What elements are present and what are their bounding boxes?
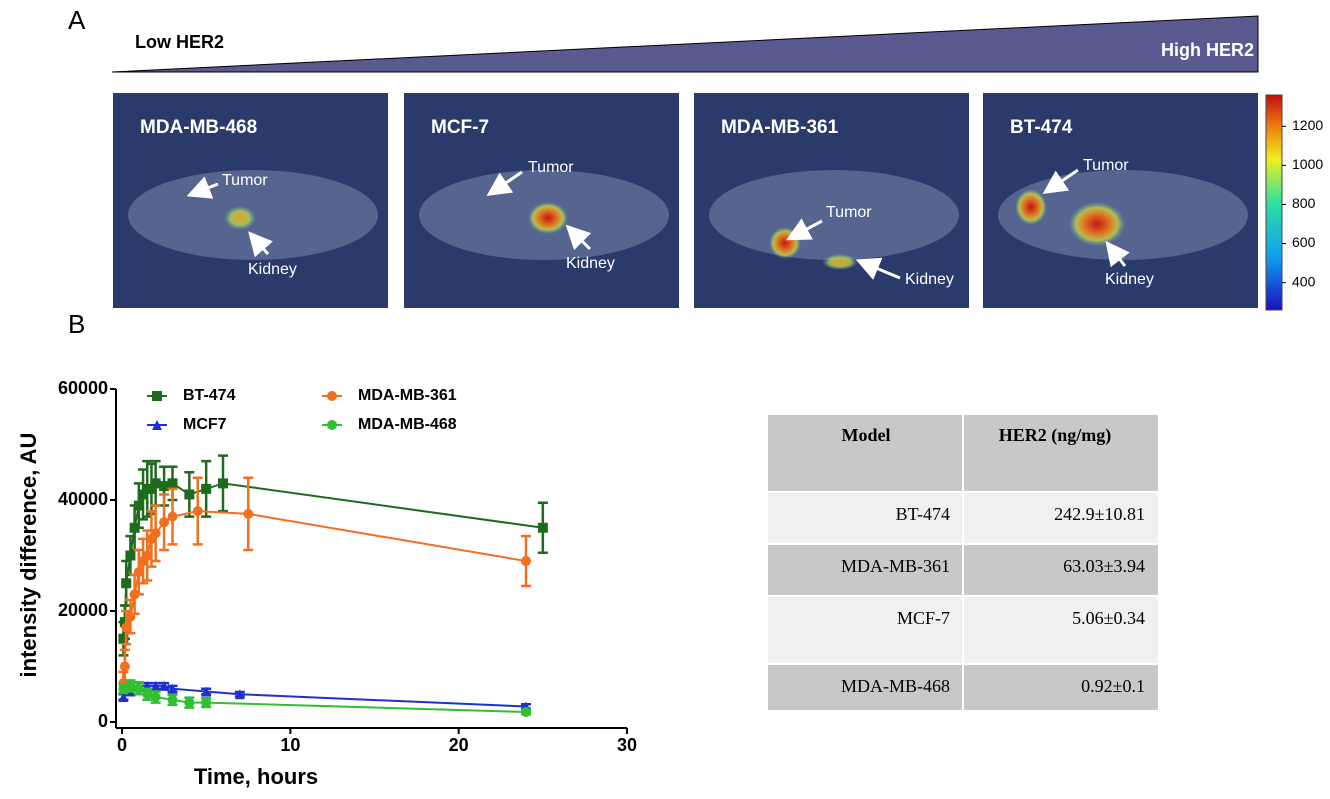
figure: A Low HER2 High HER2 B Time, hours inten… — [0, 0, 1330, 799]
gradient-high: High HER2 — [1161, 40, 1254, 60]
x-tick-label: 10 — [280, 735, 300, 755]
y-tick-label: 0 — [98, 711, 108, 731]
series-line — [123, 511, 526, 683]
signal — [1015, 189, 1047, 225]
table-cell-text: 5.06±0.34 — [1072, 608, 1145, 628]
kidney-label: Kidney — [566, 255, 615, 272]
data-point — [521, 707, 531, 717]
table-cell-text: MDA-MB-361 — [841, 556, 950, 576]
kidney-label: Kidney — [248, 261, 297, 278]
series-line — [123, 483, 542, 638]
y-tick-label: 60000 — [58, 378, 108, 398]
colorbar-tick-label: 1200 — [1292, 117, 1323, 133]
tumor-label: Tumor — [1083, 157, 1129, 174]
x-tick-label: 20 — [449, 735, 469, 755]
data-point — [538, 523, 548, 533]
data-point — [125, 551, 135, 561]
table: Model HER2 (ng/mg) BT-474 242.9±10.81 MDA-MB… — [768, 415, 1158, 710]
kidney-label: Kidney — [905, 271, 954, 288]
data-point — [193, 506, 203, 516]
data-point — [168, 478, 178, 488]
y-axis-label: intensity difference, AU — [16, 433, 41, 678]
kidney-label: Kidney — [1105, 271, 1154, 288]
tumor-label: Tumor — [222, 172, 268, 189]
tumor-label: Tumor — [826, 204, 872, 221]
image-title: MDA-MB-361 — [721, 117, 839, 138]
table-header: Model — [842, 425, 891, 445]
table-cell-text: MDA-MB-468 — [841, 676, 950, 696]
image-title: BT-474 — [1010, 117, 1073, 138]
table-cell-text: MCF-7 — [897, 608, 950, 628]
data-point — [201, 484, 211, 494]
table-cell-text: 0.92±0.1 — [1081, 676, 1145, 696]
y-tick-label: 40000 — [58, 489, 108, 509]
series-line — [123, 686, 526, 707]
tumor-label: Tumor — [528, 159, 574, 176]
signal — [528, 202, 568, 234]
data-point — [184, 489, 194, 499]
legend-marker — [152, 391, 162, 401]
data-point — [168, 695, 178, 705]
data-point — [120, 662, 130, 672]
data-point — [184, 698, 194, 708]
legend-marker — [327, 391, 337, 401]
legend-label: MDA-MB-468 — [358, 416, 457, 433]
legend-label: BT-474 — [183, 387, 236, 404]
data-point — [218, 478, 228, 488]
x-tick-label: 0 — [117, 735, 127, 755]
image-title: MCF-7 — [431, 117, 489, 138]
x-axis-label: Time, hours — [194, 764, 318, 789]
table-cell — [768, 597, 962, 663]
colorbar-tick-label: 800 — [1292, 195, 1316, 211]
table-cell-text: 63.03±3.94 — [1063, 556, 1145, 576]
her2-gradient — [112, 16, 1258, 72]
signal — [769, 227, 801, 259]
signal — [1069, 202, 1125, 246]
colorbar-tick-label: 600 — [1292, 234, 1316, 250]
data-point — [201, 698, 211, 708]
signal — [224, 206, 256, 230]
y-tick-label: 20000 — [58, 600, 108, 620]
table-cell-text: BT-474 — [896, 504, 950, 524]
table-cell — [964, 597, 1158, 663]
colorbar-tick-label: 1000 — [1292, 156, 1323, 172]
data-point — [168, 512, 178, 522]
data-point — [151, 692, 161, 702]
signal — [822, 254, 858, 270]
colorbar-tick-label: 400 — [1292, 273, 1316, 289]
data-point — [521, 556, 531, 566]
data-point — [151, 528, 161, 538]
image-title: MDA-MB-468 — [140, 117, 257, 138]
legend-label: MCF7 — [183, 416, 227, 433]
gradient-low: Low HER2 — [135, 32, 224, 52]
legend-label: MDA-MB-361 — [358, 387, 457, 404]
data-point — [121, 578, 131, 588]
data-point — [159, 517, 169, 527]
legend-marker — [327, 420, 337, 430]
table-header: HER2 (ng/mg) — [999, 425, 1112, 446]
table-cell-text: 242.9±10.81 — [1054, 504, 1145, 524]
panel-label: A — [68, 5, 86, 35]
page: { "panel_a": { "label": "A", "gradient":… — [0, 0, 1330, 799]
panel-label: B — [68, 309, 85, 339]
x-tick-label: 30 — [617, 735, 637, 755]
data-point — [243, 509, 253, 519]
colorbar — [1266, 95, 1282, 310]
